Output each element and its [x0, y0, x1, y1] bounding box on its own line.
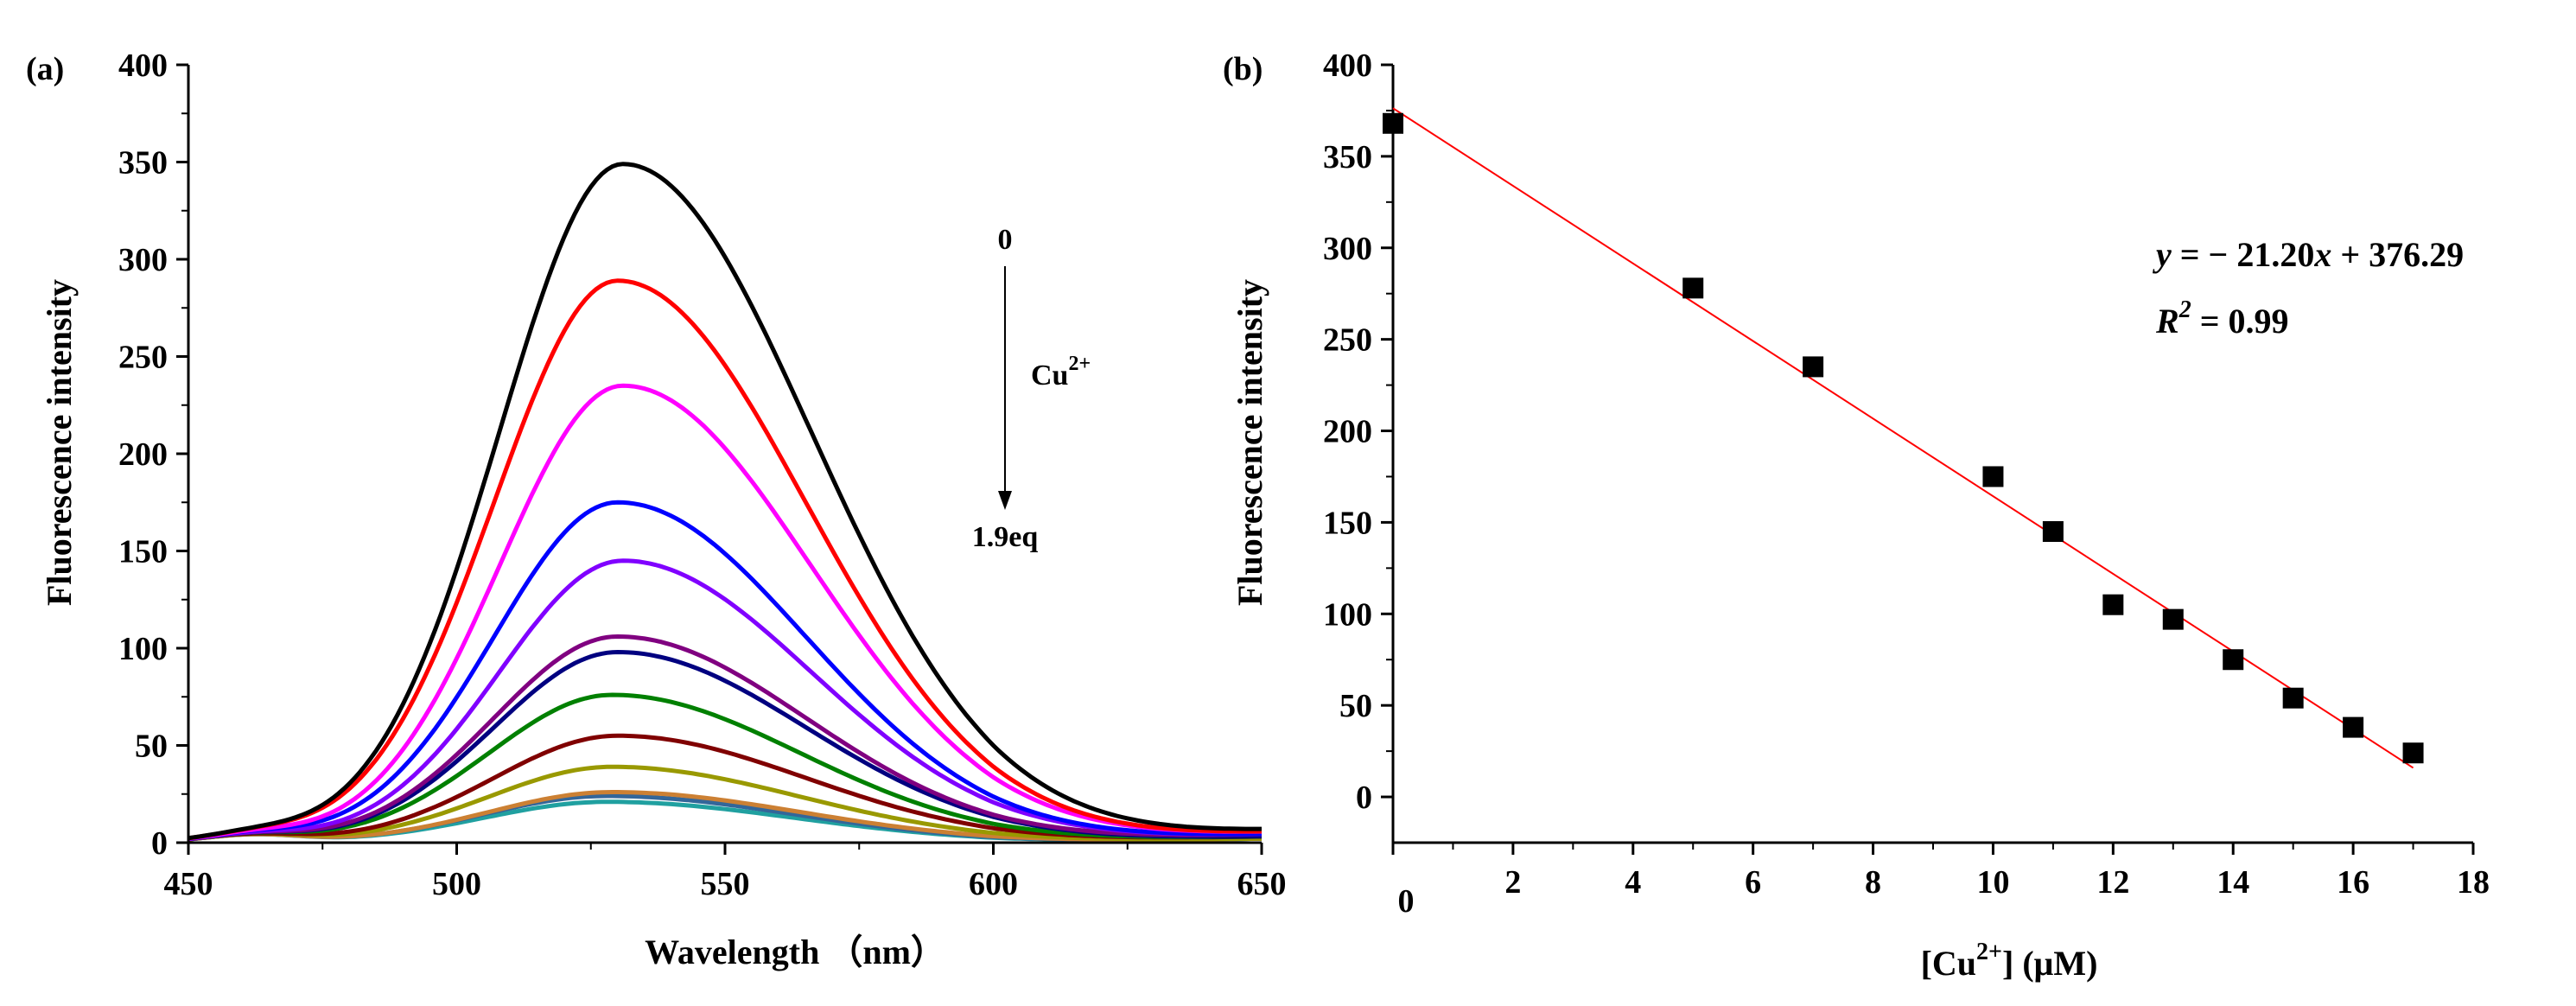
fit-equation: y = − 21.20x + 376.29 — [2153, 235, 2464, 274]
data-point — [1682, 277, 1704, 299]
data-point — [2042, 521, 2064, 542]
x-tick-label: 12 — [2096, 864, 2129, 901]
panel-a-axes — [187, 65, 1262, 844]
y-tick-label: 350 — [1323, 139, 1372, 175]
y-tick-label: 400 — [1323, 48, 1372, 84]
fit-r-squared: R2 = 0.99 — [2155, 296, 2288, 341]
data-point — [1803, 356, 1824, 378]
x-tick-label: 650 — [1237, 866, 1287, 902]
spectrum-curve — [188, 500, 1263, 841]
panel-a-x-axis-title: Wavelength （nm） — [645, 933, 945, 971]
annotation-end-label: 1.9eq — [972, 521, 1039, 553]
x-tick-label: 4 — [1625, 864, 1641, 901]
y-tick-label: 400 — [118, 48, 168, 84]
x-tick-label: 14 — [2217, 864, 2249, 901]
panel-a-y-ticks: 0 50 100 150 200 250 300 350 400 — [118, 48, 188, 862]
x-tick-label: 8 — [1865, 864, 1881, 901]
y-tick-label: 350 — [118, 145, 168, 181]
panel-b-label: (b) — [1223, 51, 1263, 87]
panel-a-label: (a) — [26, 51, 64, 87]
panel-b-y-ticks: 0 50 100 150 200 250 300 350 400 — [1323, 48, 1393, 816]
annotation-ion-label: Cu2+ — [1031, 353, 1091, 392]
y-tick-label: 200 — [1323, 414, 1372, 450]
y-tick-label: 0 — [1356, 780, 1372, 816]
spectra-curves — [188, 162, 1263, 843]
panel-b-y-axis-title: Fluorescence intensity — [1231, 279, 1269, 606]
fit-line-group — [1392, 107, 2414, 769]
y-tick-label: 250 — [1323, 322, 1372, 359]
panel-b-axes — [1391, 65, 2473, 844]
x-tick-label: 2 — [1504, 864, 1521, 901]
data-point — [2402, 742, 2424, 764]
y-tick-label: 100 — [118, 631, 168, 667]
data-point — [1383, 112, 1403, 134]
x-tick-label: 10 — [1976, 864, 2009, 901]
x-tick-label: 16 — [2337, 864, 2369, 901]
panel-b-x-ticks: 0 2 4 6 8 10 12 14 16 18 — [1391, 843, 2490, 920]
y-tick-label: 50 — [1339, 688, 1372, 724]
data-point — [1982, 466, 2004, 487]
data-point — [2343, 716, 2364, 738]
y-tick-label: 100 — [1323, 596, 1372, 633]
annotation-start-label: 0 — [998, 224, 1013, 256]
y-tick-label: 300 — [1323, 231, 1372, 267]
x-tick-label: 18 — [2457, 864, 2490, 901]
y-tick-label: 0 — [151, 825, 168, 862]
spectrum-curve — [188, 692, 1263, 842]
panel-a-emission-spectra: (a) 450 500 550 600 650 0 50 100 150 200 250 300 35… — [26, 48, 1287, 971]
data-point — [2282, 687, 2304, 709]
x-tick-label: 0 — [1398, 883, 1415, 920]
spectrum-curve — [188, 634, 1263, 842]
panel-a-y-axis-title: Fluorescence intensity — [40, 279, 79, 606]
spectrum-curve — [188, 162, 1262, 841]
y-tick-label: 300 — [118, 242, 168, 278]
data-points — [1383, 112, 2424, 764]
x-tick-label: 450 — [164, 866, 213, 902]
panel-b-x-axis-title: [Cu2+] (μM) — [1921, 939, 2098, 983]
fit-line — [1392, 107, 2414, 769]
data-point — [2102, 594, 2124, 615]
data-point — [2162, 608, 2184, 630]
y-tick-label: 200 — [118, 436, 168, 473]
x-tick-label: 6 — [1745, 864, 1761, 901]
spectrum-curve — [188, 764, 1262, 842]
y-tick-label: 50 — [135, 729, 168, 765]
y-tick-label: 250 — [118, 340, 168, 376]
x-tick-label: 600 — [969, 866, 1018, 902]
spectrum-curve — [188, 558, 1263, 842]
y-tick-label: 150 — [1323, 505, 1372, 541]
spectrum-curve — [188, 383, 1263, 841]
panel-b-linear-fit: (b) 0 2 4 6 8 10 12 14 16 18 0 50 100 150 200 250 300 35… — [1223, 48, 2490, 983]
y-tick-label: 150 — [118, 534, 168, 570]
spectrum-curve — [188, 278, 1263, 841]
x-tick-label: 500 — [432, 866, 481, 902]
annotation-arrow-head — [998, 491, 1012, 510]
panel-a-x-ticks: 450 500 550 600 650 — [164, 843, 1287, 902]
data-point — [2223, 649, 2244, 671]
x-tick-label: 550 — [701, 866, 750, 902]
